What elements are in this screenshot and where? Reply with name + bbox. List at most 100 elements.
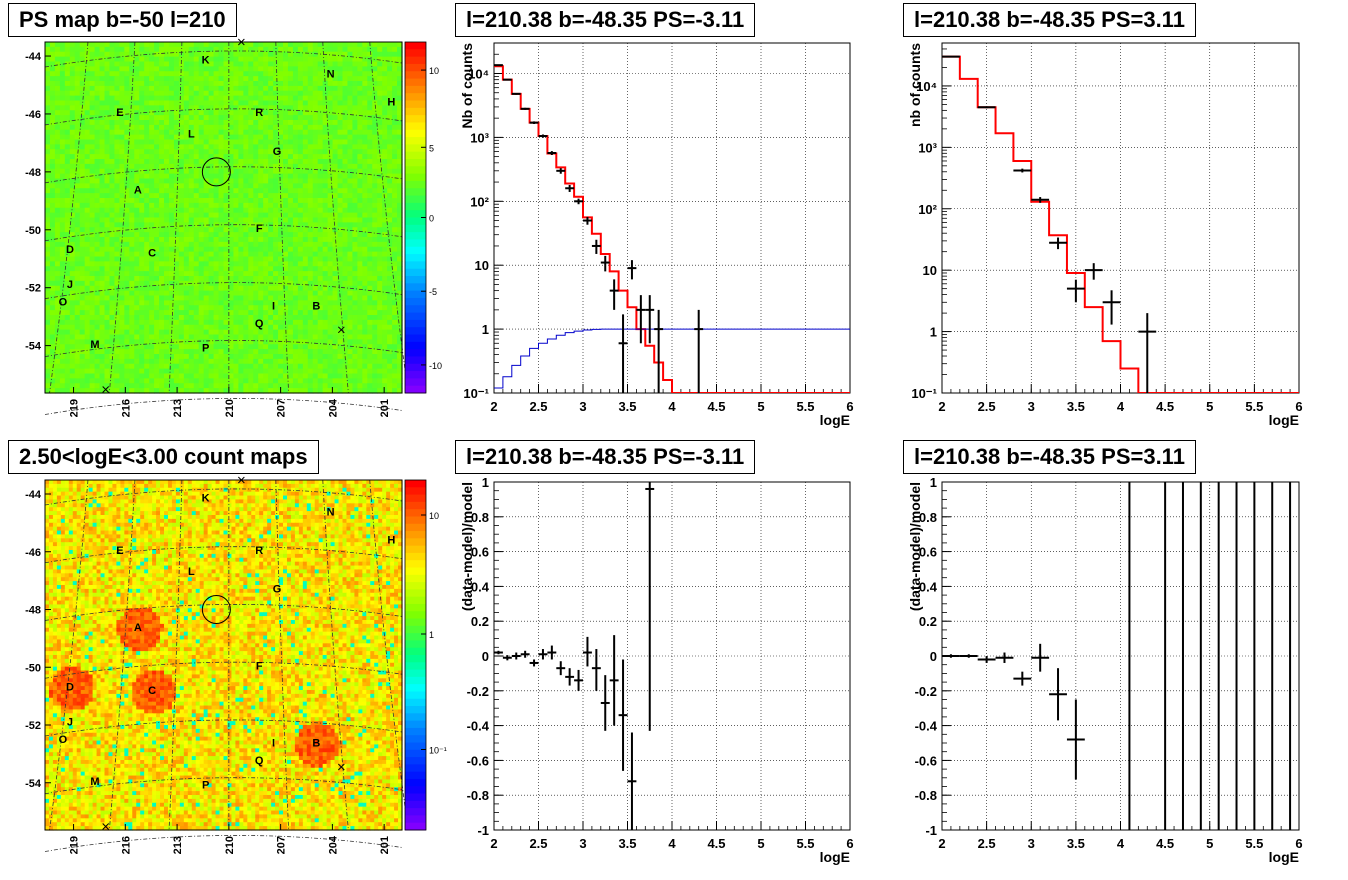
map-pixel	[159, 198, 165, 203]
map-pixel	[45, 96, 51, 101]
map-pixel	[174, 71, 180, 76]
map-pixel	[75, 208, 81, 213]
map-pixel	[278, 101, 284, 106]
map-pixel	[164, 305, 170, 310]
map-pixel	[204, 149, 210, 154]
map-pixel	[248, 110, 254, 115]
map-pixel	[50, 242, 56, 247]
map-pixel	[308, 71, 314, 76]
map-pixel	[95, 154, 101, 159]
map-pixel	[65, 76, 71, 81]
map-pixel	[149, 261, 155, 266]
map-pixel	[228, 105, 234, 110]
map-pixel	[159, 91, 165, 96]
map-pixel	[357, 261, 363, 266]
map-pixel	[352, 213, 358, 218]
map-pixel	[392, 247, 398, 252]
map-pixel	[308, 120, 314, 125]
map-pixel	[45, 62, 51, 67]
map-pixel	[377, 222, 383, 227]
map-pixel	[169, 140, 175, 145]
map-pixel	[313, 101, 319, 106]
map-pixel	[318, 101, 324, 106]
map-pixel	[362, 149, 368, 154]
map-pixel	[382, 120, 388, 125]
map-pixel	[224, 247, 230, 252]
map-pixel	[288, 247, 294, 252]
map-pixel	[372, 222, 378, 227]
map-pixel	[328, 310, 334, 315]
map-pixel	[209, 96, 215, 101]
data-point	[503, 79, 512, 80]
map-pixel	[149, 130, 155, 135]
map-pixel	[179, 66, 185, 71]
map-pixel	[387, 66, 393, 71]
map-pixel	[268, 276, 274, 281]
map-pixel	[338, 120, 344, 125]
map-pixel	[219, 261, 225, 266]
map-pixel	[333, 222, 339, 227]
map-pixel	[75, 101, 81, 106]
map-pixel	[134, 115, 140, 120]
map-pixel	[298, 310, 304, 315]
map-pixel	[258, 169, 264, 174]
map-pixel	[159, 310, 165, 315]
map-pixel	[159, 76, 165, 81]
map-pixel	[328, 188, 334, 193]
map-pixel	[50, 291, 56, 296]
map-pixel	[387, 159, 393, 164]
map-pixel	[90, 281, 96, 286]
map-pixel	[90, 179, 96, 184]
map-pixel	[214, 261, 220, 266]
map-pixel	[100, 188, 106, 193]
map-pixel	[45, 101, 51, 106]
map-pixel	[253, 125, 259, 130]
map-pixel	[100, 76, 106, 81]
map-pixel	[288, 76, 294, 81]
map-pixel	[382, 305, 388, 310]
map-pixel	[263, 135, 269, 140]
map-pixel	[333, 174, 339, 179]
map-pixel	[248, 159, 254, 164]
map-pixel	[228, 208, 234, 213]
map-pixel	[238, 320, 244, 325]
map-pixel	[70, 110, 76, 115]
map-pixel	[347, 325, 353, 330]
map-pixel	[149, 62, 155, 67]
map-pixel	[283, 179, 289, 184]
map-pixel	[288, 193, 294, 198]
map-pixel	[95, 227, 101, 232]
map-pixel	[149, 188, 155, 193]
map-pixel	[352, 57, 358, 62]
map-pixel	[228, 227, 234, 232]
map-pixel	[343, 110, 349, 115]
map-pixel	[119, 188, 125, 193]
map-pixel	[100, 115, 106, 120]
map-pixel	[238, 115, 244, 120]
map-pixel	[199, 203, 205, 208]
map-pixel	[134, 86, 140, 91]
map-pixel	[347, 96, 353, 101]
map-pixel	[352, 115, 358, 120]
map-pixel	[139, 222, 145, 227]
map-pixel	[50, 213, 56, 218]
map-pixel	[209, 281, 215, 286]
map-pixel	[45, 81, 51, 86]
map-pixel	[288, 86, 294, 91]
map-pixel	[199, 105, 205, 110]
map-pixel	[184, 164, 190, 169]
map-pixel	[90, 315, 96, 320]
map-pixel	[159, 252, 165, 257]
map-pixel	[124, 144, 130, 149]
map-pixel	[109, 213, 115, 218]
map-pixel	[377, 159, 383, 164]
map-pixel	[169, 149, 175, 154]
map-pixel	[55, 130, 61, 135]
map-pixel	[144, 237, 150, 242]
map-pixel	[154, 115, 160, 120]
map-pixel	[80, 305, 86, 310]
map-pixel	[253, 286, 259, 291]
map-pixel	[308, 261, 314, 266]
map-pixel	[60, 47, 66, 52]
map-pixel	[248, 52, 254, 57]
